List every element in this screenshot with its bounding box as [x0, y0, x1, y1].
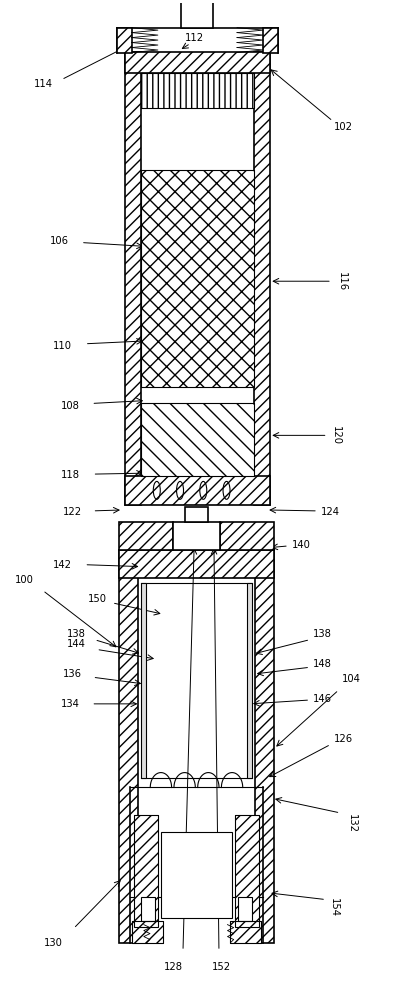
- Bar: [173, 522, 220, 550]
- Text: 134: 134: [61, 699, 80, 709]
- Text: 102: 102: [334, 122, 353, 132]
- Text: 110: 110: [53, 341, 72, 351]
- Text: 106: 106: [50, 236, 68, 246]
- Text: 142: 142: [53, 560, 72, 570]
- Text: 122: 122: [63, 507, 82, 517]
- Bar: [182, 0, 213, 28]
- Text: 124: 124: [321, 507, 340, 517]
- Text: 104: 104: [342, 674, 361, 684]
- Bar: [235, 815, 259, 927]
- Text: 132: 132: [347, 814, 356, 833]
- Bar: [141, 403, 254, 476]
- Bar: [141, 897, 154, 921]
- Text: 140: 140: [292, 540, 310, 550]
- Bar: [263, 28, 278, 52]
- Bar: [254, 52, 270, 505]
- Text: 118: 118: [61, 470, 80, 480]
- Text: 152: 152: [212, 962, 231, 972]
- Bar: [125, 476, 270, 505]
- Bar: [141, 73, 254, 108]
- Text: 150: 150: [88, 594, 107, 604]
- Text: 108: 108: [61, 401, 80, 411]
- Text: 148: 148: [313, 659, 332, 669]
- Bar: [255, 550, 274, 943]
- Bar: [141, 73, 254, 108]
- Text: 100: 100: [15, 575, 33, 585]
- Bar: [185, 507, 208, 522]
- Bar: [247, 583, 252, 778]
- Bar: [230, 921, 261, 943]
- Bar: [119, 522, 173, 550]
- Bar: [134, 815, 158, 927]
- Bar: [141, 403, 254, 476]
- Bar: [125, 52, 270, 73]
- Bar: [239, 897, 252, 921]
- Bar: [161, 832, 232, 918]
- Bar: [220, 522, 274, 550]
- Bar: [141, 170, 254, 387]
- Bar: [141, 170, 254, 387]
- Bar: [132, 921, 163, 943]
- Bar: [141, 583, 146, 778]
- Text: 154: 154: [329, 898, 339, 917]
- Bar: [132, 921, 163, 943]
- Text: 128: 128: [164, 962, 183, 972]
- Text: 130: 130: [44, 938, 62, 948]
- Text: 144: 144: [67, 639, 86, 649]
- Bar: [119, 550, 274, 578]
- Text: 136: 136: [63, 669, 82, 679]
- Bar: [125, 52, 141, 505]
- Text: 114: 114: [34, 79, 53, 89]
- Text: 146: 146: [313, 694, 332, 704]
- Text: 116: 116: [337, 272, 347, 291]
- Text: 138: 138: [67, 629, 86, 639]
- Text: 138: 138: [313, 629, 332, 639]
- Bar: [230, 921, 261, 943]
- Text: 126: 126: [334, 734, 353, 744]
- Text: 120: 120: [331, 426, 341, 445]
- Bar: [235, 815, 259, 927]
- Text: 112: 112: [185, 33, 204, 43]
- Bar: [134, 815, 158, 927]
- Bar: [117, 28, 132, 52]
- Bar: [119, 550, 138, 943]
